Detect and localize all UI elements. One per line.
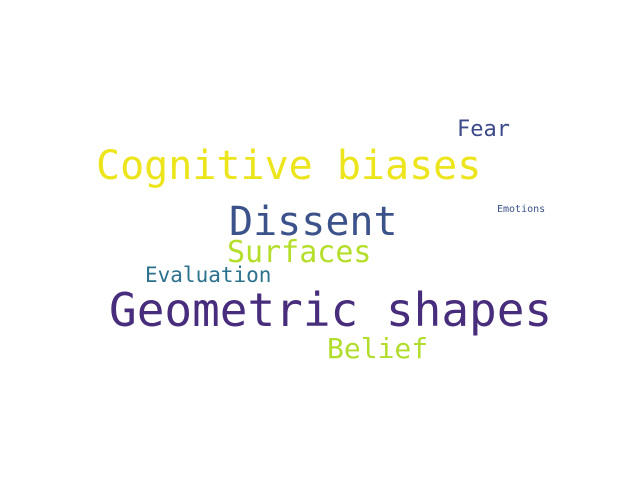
word-geometric-shapes: Geometric shapes <box>109 283 553 337</box>
word-cognitive-biases: Cognitive biases <box>96 143 482 189</box>
word-dissent: Dissent <box>229 199 398 245</box>
word-fear: Fear <box>457 117 510 142</box>
word-surfaces: Surfaces <box>227 235 372 270</box>
word-belief: Belief <box>327 332 429 365</box>
word-evaluation: Evaluation <box>145 263 272 287</box>
word-emotions: Emotions <box>497 204 546 215</box>
